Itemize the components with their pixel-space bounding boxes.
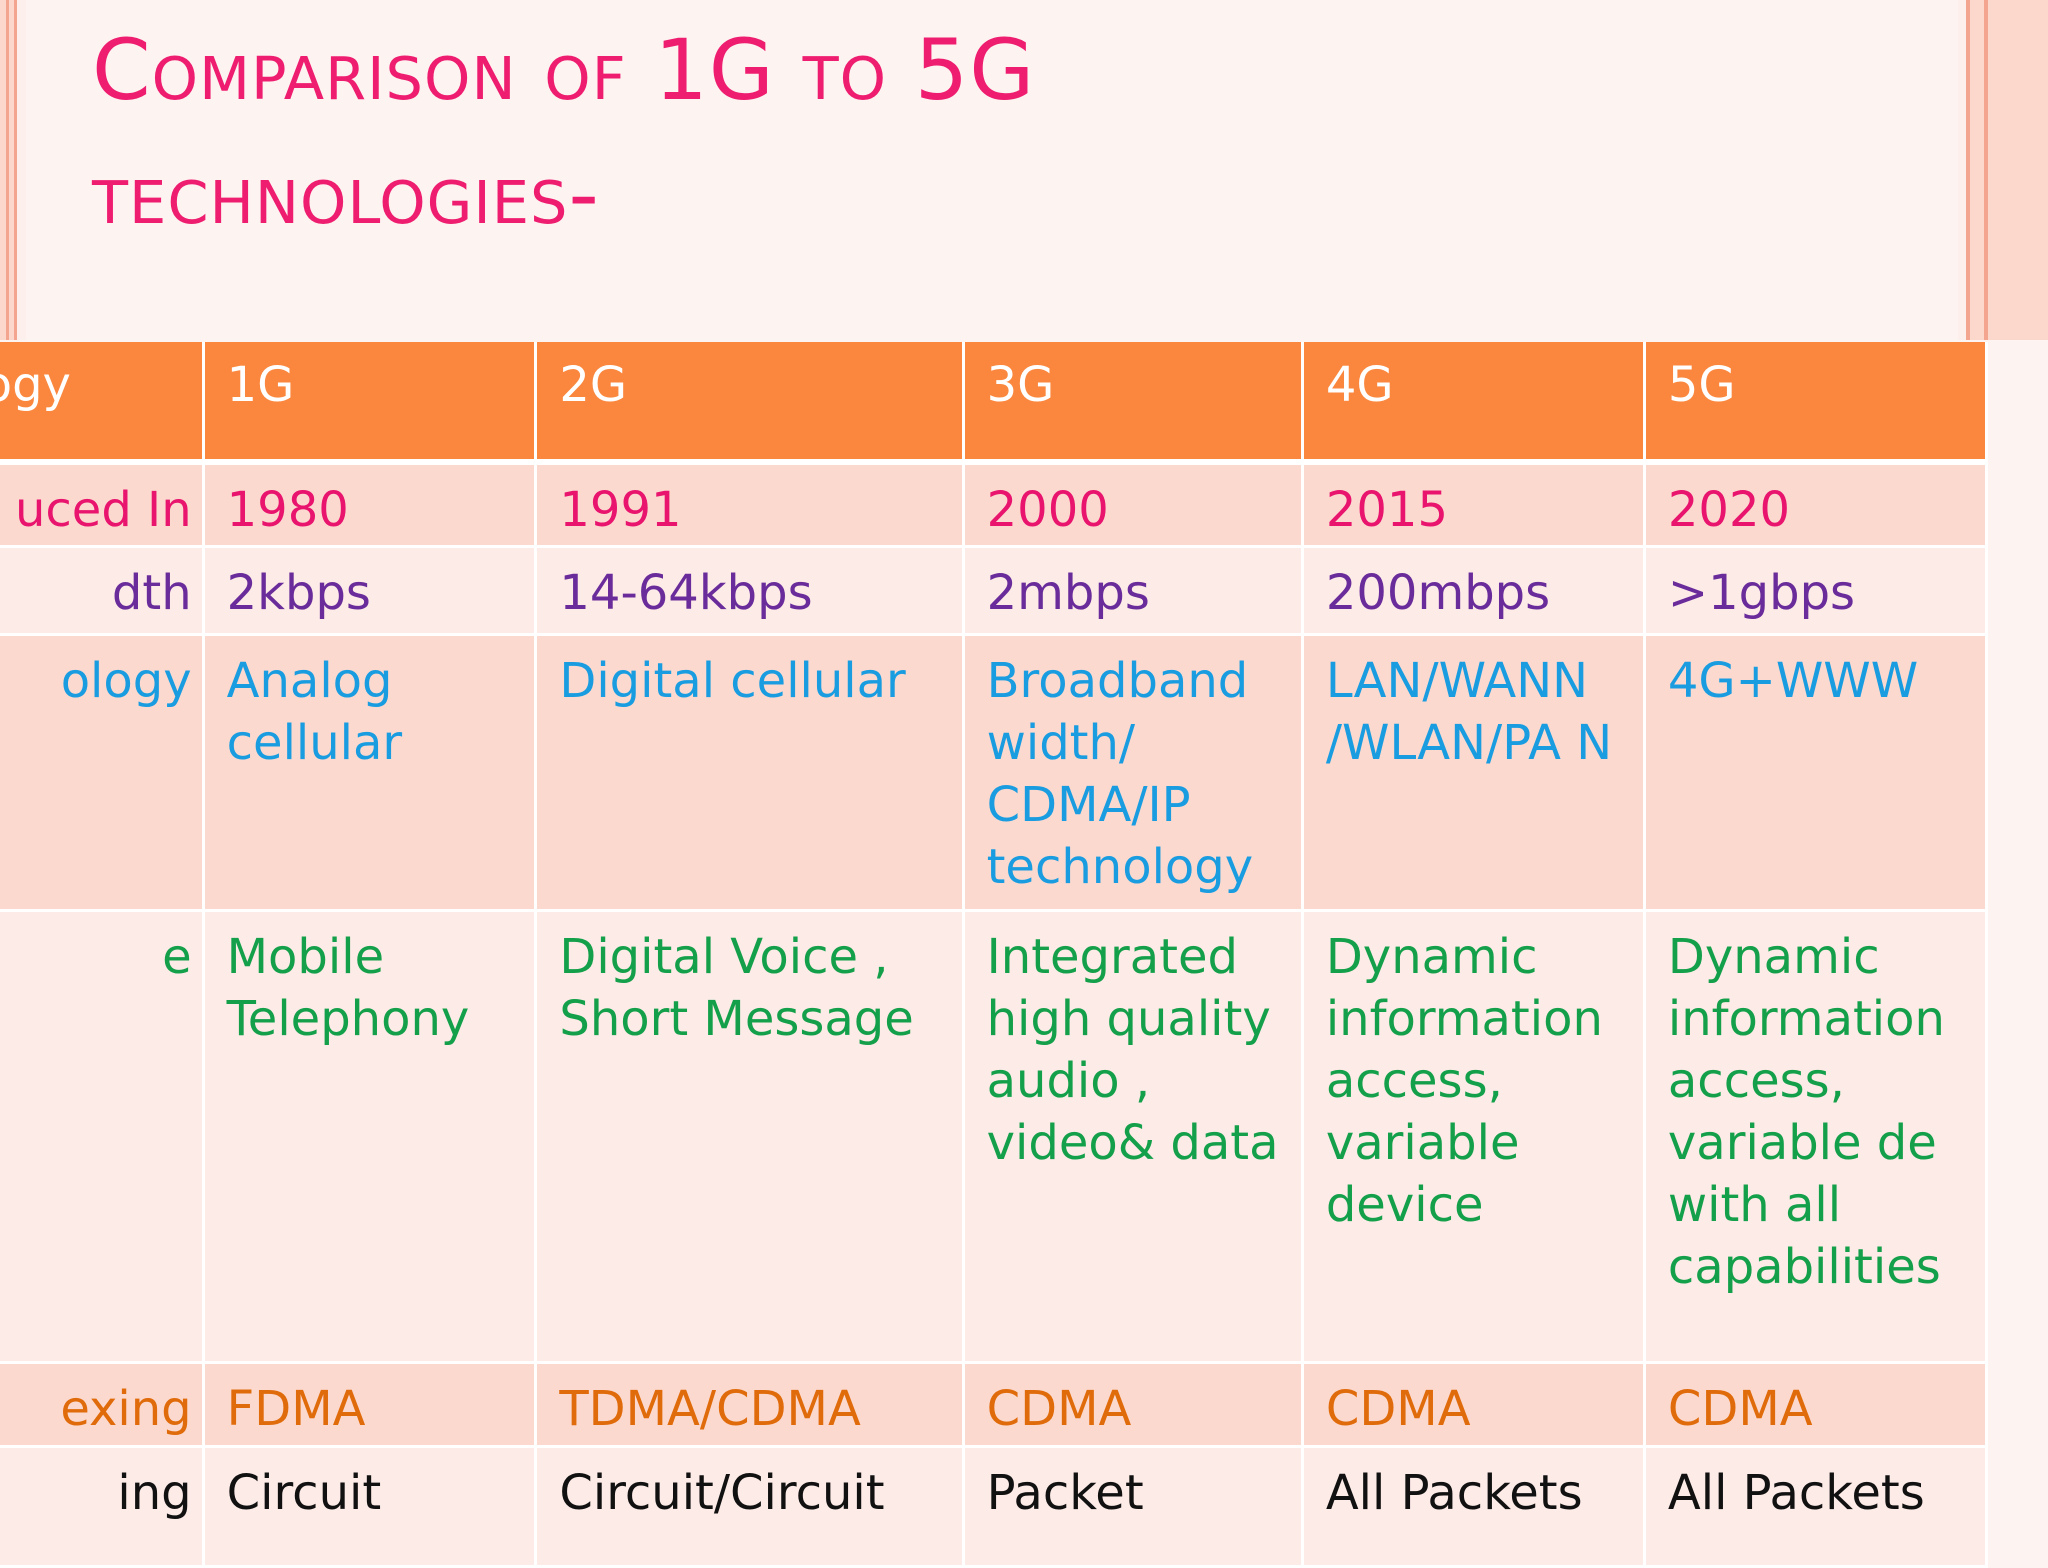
table-cell: 2020 bbox=[1644, 462, 1989, 548]
title-line-1: Comparison of 1G to 5G bbox=[92, 21, 1036, 119]
header-3g: 3G bbox=[963, 342, 1304, 465]
row-label: exing bbox=[0, 1362, 205, 1448]
table-cell: 2mbps bbox=[963, 546, 1304, 636]
table-cell: All Packets bbox=[1302, 1446, 1646, 1568]
title-line-2: technologies- bbox=[92, 145, 600, 243]
left-border-decoration bbox=[0, 0, 26, 340]
header-4g: 4G bbox=[1302, 342, 1646, 465]
table-cell: 2015 bbox=[1302, 462, 1646, 548]
table-cell: 1980 bbox=[203, 462, 538, 548]
table-cell: Dynamic information access, variable de … bbox=[1644, 910, 1989, 1364]
table-cell: >1gbps bbox=[1644, 546, 1989, 636]
right-border-decoration bbox=[1958, 0, 2048, 340]
table-cell: CDMA bbox=[1302, 1362, 1646, 1448]
slide-title: Comparison of 1G to 5G technologies- bbox=[92, 8, 1892, 256]
table-cell: 14-64kbps bbox=[535, 546, 965, 636]
table-cell: FDMA bbox=[203, 1362, 538, 1448]
table-cell: TDMA/CDMA bbox=[535, 1362, 965, 1448]
row-label: ing bbox=[0, 1446, 205, 1568]
row-bandwidth: dth 2kbps 14-64kbps 2mbps 200mbps >1gbps bbox=[0, 546, 1989, 636]
table-cell: 2kbps bbox=[203, 546, 538, 636]
table-cell: CDMA bbox=[963, 1362, 1304, 1448]
table-cell: Digital Voice , Short Message bbox=[535, 910, 965, 1364]
row-label: e bbox=[0, 910, 205, 1364]
table-cell: Mobile Telephony bbox=[203, 910, 538, 1364]
table-cell: Analog cellular bbox=[203, 634, 538, 912]
header-5g: 5G bbox=[1644, 342, 1989, 465]
table-cell: 1991 bbox=[535, 462, 965, 548]
row-label: ology bbox=[0, 634, 205, 912]
table-cell: 4G+WWW bbox=[1644, 634, 1989, 912]
row-introduced: uced In 1980 1991 2000 2015 2020 bbox=[0, 462, 1989, 548]
table-cell: Circuit/Circuit bbox=[535, 1446, 965, 1568]
row-service: e Mobile Telephony Digital Voice , Short… bbox=[0, 910, 1989, 1364]
table-cell: Integrated high quality audio , video& d… bbox=[963, 910, 1304, 1364]
table-cell: Packet bbox=[963, 1446, 1304, 1568]
table-cell: Dynamic information access, variable dev… bbox=[1302, 910, 1646, 1364]
table-cell: 2000 bbox=[963, 462, 1304, 548]
table-cell: Circuit bbox=[203, 1446, 538, 1568]
row-multiplexing: exing FDMA TDMA/CDMA CDMA CDMA CDMA bbox=[0, 1362, 1989, 1448]
table-cell: 200mbps bbox=[1302, 546, 1646, 636]
row-switching: ing Circuit Circuit/Circuit Packet All P… bbox=[0, 1446, 1989, 1568]
comparison-table: ology 1G 2G 3G 4G 5G uced In 1980 1991 2… bbox=[0, 342, 1989, 1568]
table-cell: CDMA bbox=[1644, 1362, 1989, 1448]
row-label: dth bbox=[0, 546, 205, 636]
header-row-label: ology bbox=[0, 342, 205, 465]
table-cell: Broadband width/ CDMA/IP technology bbox=[963, 634, 1304, 912]
header-2g: 2G bbox=[535, 342, 965, 465]
table-cell: Digital cellular bbox=[535, 634, 965, 912]
table-cell: LAN/WANN /WLAN/PA N bbox=[1302, 634, 1646, 912]
row-label: uced In bbox=[0, 462, 205, 548]
header-row: ology 1G 2G 3G 4G 5G bbox=[0, 342, 1989, 465]
header-1g: 1G bbox=[203, 342, 538, 465]
row-technology: ology Analog cellular Digital cellular B… bbox=[0, 634, 1989, 912]
table-cell: All Packets bbox=[1644, 1446, 1989, 1568]
